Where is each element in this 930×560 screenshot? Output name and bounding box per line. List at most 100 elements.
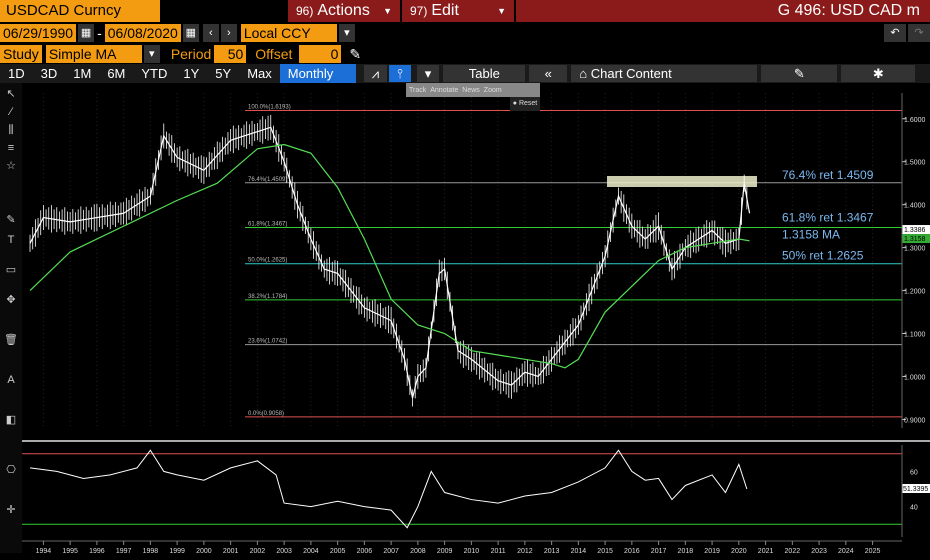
range-button-max[interactable]: Max [247, 66, 272, 81]
study-select[interactable]: Simple MA [45, 45, 142, 63]
overlay-tool-track[interactable]: Track [409, 86, 427, 94]
y-tick-label: 1.6000 [904, 117, 926, 124]
edit-number: 97) [410, 4, 428, 18]
x-tick-label: 2023 [811, 548, 827, 555]
fib-label: 76.4%(1.4509) [248, 177, 287, 183]
range-toolbar: 1D 3D 1M 6M YTD 1Y 5Y Max Monthly ▼ ⩘ ⫯ ▾ Table… [0, 64, 930, 100]
draw-line-icon[interactable]: ∕ [10, 106, 12, 118]
end-date-field[interactable]: 06/08/2020 [104, 24, 181, 42]
chart-icon: ⌂ [579, 66, 588, 81]
annotation-label: 61.8% ret 1.3467 [782, 211, 874, 225]
actions-menu[interactable]: 96) Actions ▼ [288, 0, 400, 22]
move-icon[interactable]: ✥ [6, 294, 16, 306]
chevron-down-icon[interactable]: ▾ [338, 24, 355, 42]
x-tick-label: 2015 [597, 548, 613, 555]
fib-label: 23.6%(1.0742) [248, 339, 287, 345]
text-icon[interactable]: T [7, 234, 15, 246]
study-label: Study [0, 45, 42, 63]
y-tick-label: 0.9000 [904, 417, 926, 424]
range-button-1y[interactable]: 1Y [183, 66, 200, 81]
fib-label: 100.0%(1.6193) [248, 104, 291, 110]
x-tick-label: 2025 [865, 548, 881, 555]
y-tick-label: 1.4000 [904, 203, 926, 210]
redo-icon[interactable]: ↷ [908, 24, 930, 42]
mode-icon[interactable]: ⎔ [6, 464, 16, 476]
x-tick-label: 1997 [116, 548, 132, 555]
calendar-icon[interactable]: ▦ [182, 24, 199, 42]
x-tick-label: 2007 [383, 548, 399, 555]
ma-line [29, 143, 750, 369]
start-date-field[interactable]: 06/29/1990 [0, 24, 77, 42]
security-ticker[interactable]: USDCAD Curncy [0, 0, 160, 22]
fib-icon[interactable]: ≡ [7, 142, 15, 154]
overlay-tool-news[interactable]: News [462, 86, 480, 94]
edit-chart-icon[interactable]: ✎ [761, 65, 838, 82]
fib-label: 61.8%(1.3467) [248, 222, 287, 228]
range-button-3d[interactable]: 3D [40, 66, 58, 81]
overlay-tool-annotate[interactable]: Annotate [430, 86, 459, 94]
overlay-tool-zoom[interactable]: Zoom [483, 86, 502, 94]
price-y-axis: 1.6000 1.5000 1.4000 1.3000 1.2000 1.1000 1.00… [901, 93, 930, 428]
range-button-6m[interactable]: 6M [107, 66, 126, 81]
last-ma-tag [902, 234, 930, 244]
range-button-1m[interactable]: 1M [73, 66, 92, 81]
trash-icon[interactable]: 🗑 [4, 334, 18, 346]
edit-label: Edit [431, 2, 459, 19]
title-bar: USDCAD Curncy 96) Actions ▼ 97) Edit ▼ G… [0, 0, 930, 22]
range-button-5y[interactable]: 5Y [215, 66, 232, 81]
range-button-1d[interactable]: 1D [8, 66, 25, 81]
color-icon[interactable]: ◧ [5, 414, 17, 426]
edit-menu[interactable]: 97) Edit ▼ [402, 0, 514, 22]
collapse-icon[interactable]: « [529, 65, 568, 82]
range-button-ytd[interactable]: YTD [141, 66, 168, 81]
pencil-icon[interactable]: ✎ [6, 214, 16, 226]
period-input[interactable]: 50 [214, 45, 247, 63]
arrow-left-icon[interactable]: ‹ [202, 24, 219, 42]
rectangle-icon[interactable]: ▭ [5, 264, 17, 276]
chevron-down-icon[interactable]: ▾ [143, 45, 160, 63]
offset-input[interactable]: 0 [299, 45, 342, 63]
undo-icon[interactable]: ↶ [884, 24, 906, 42]
x-tick-label: 2004 [303, 548, 319, 555]
x-tick-label: 2011 [491, 548, 506, 555]
highlight-box [607, 176, 757, 187]
line-chart-icon[interactable]: ⩘ [363, 65, 388, 82]
actions-number: 96) [296, 4, 314, 18]
star-icon[interactable]: ☆ [6, 160, 16, 172]
arrow-right-icon[interactable]: › [220, 24, 237, 42]
x-tick-label: 2002 [250, 548, 266, 555]
pencil-icon[interactable]: ✎ [349, 45, 362, 62]
last-price-tag [902, 225, 930, 235]
x-tick-label: 1994 [36, 548, 52, 555]
calendar-icon[interactable]: ▦ [78, 24, 95, 42]
x-tick-label: 2005 [330, 548, 346, 555]
ma-series [29, 143, 750, 369]
chart-content-button[interactable]: ⌂ Chart Content [571, 65, 758, 82]
bar-chart-icon[interactable]: ⫯ [389, 65, 411, 82]
actions-label: Actions [317, 2, 370, 19]
crosshair-icon[interactable]: ✛ [6, 504, 16, 516]
ruler-icon[interactable]: ⫼ [8, 124, 14, 136]
x-tick-label: 2021 [758, 548, 774, 555]
x-tick-label: 2003 [276, 548, 292, 555]
date-separator: - [97, 25, 102, 41]
x-tick-label: 2008 [410, 548, 426, 555]
text-style-icon[interactable]: A [7, 374, 15, 386]
x-tick-label: 1998 [143, 548, 159, 555]
date-range-bar: 06/29/1990 ▦ - 06/08/2020 ▦ ‹ › Local CC… [0, 22, 930, 44]
currency-select[interactable]: Local CCY [240, 24, 337, 42]
annotation-label: 1.3158 MA [782, 228, 840, 242]
reset-button[interactable]: ● Reset [510, 97, 540, 111]
chevron-down-icon: ▼ [497, 6, 506, 16]
table-button[interactable]: Table [443, 65, 526, 82]
gear-icon[interactable]: ✱ [841, 65, 916, 82]
price-chart[interactable]: 100.0%(1.6193) 76.4%(1.4509) 61.8%(1.3467)… [0, 83, 930, 560]
chevron-down-icon[interactable]: ▾ [416, 65, 440, 82]
frequency-select[interactable]: Monthly ▼ [279, 64, 356, 100]
price-series [29, 114, 751, 407]
function-title: G 496: USD CAD m [516, 0, 930, 22]
x-tick-label: 2000 [196, 548, 212, 555]
frequency-label: Monthly [287, 66, 334, 81]
fib-label: 0.0%(0.9058) [248, 411, 284, 417]
cursor-icon[interactable]: ↖ [6, 88, 16, 100]
